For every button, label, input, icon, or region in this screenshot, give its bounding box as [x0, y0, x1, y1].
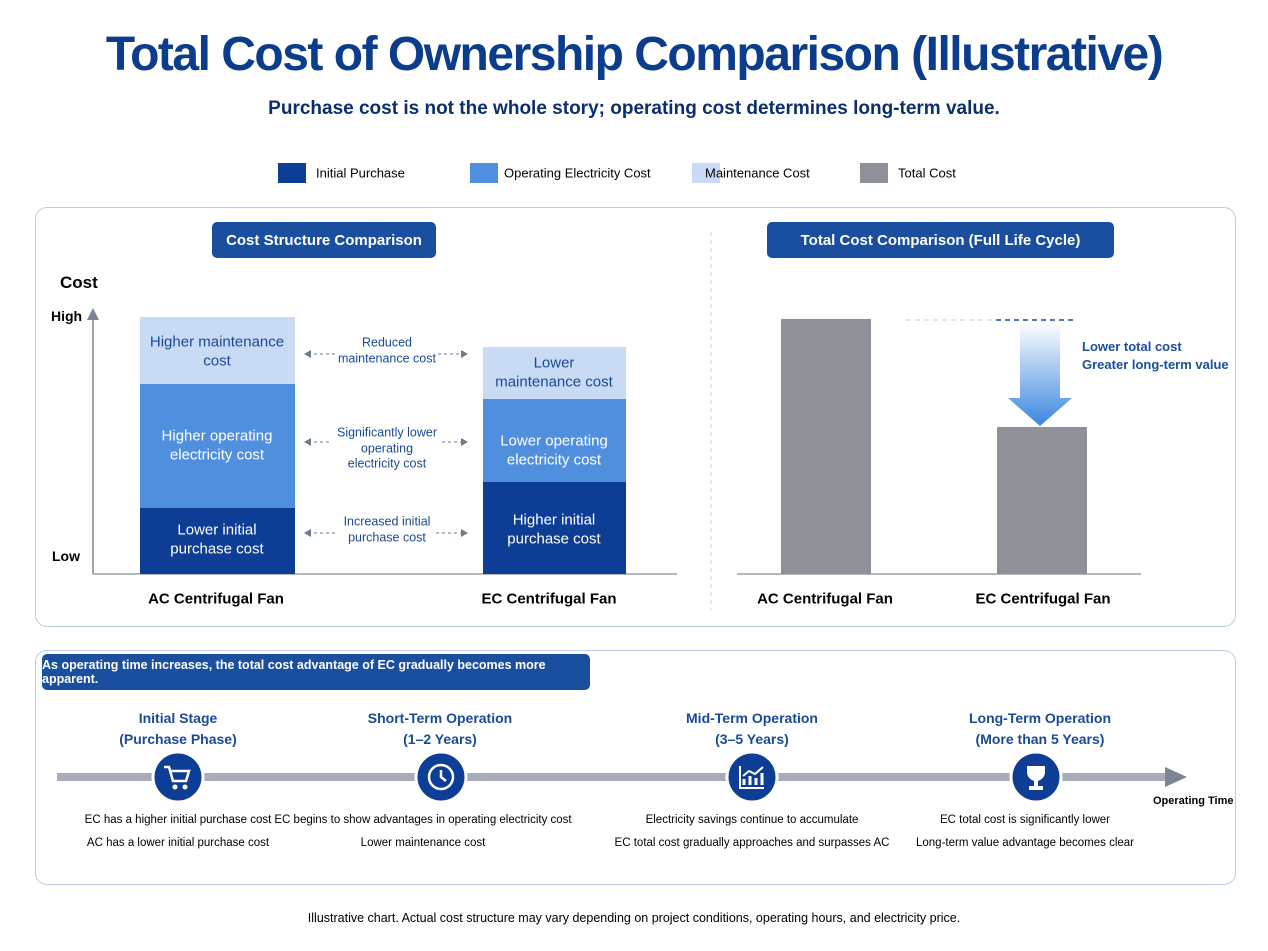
line: Long-term value advantage becomes clear	[916, 837, 1134, 849]
y-axis-arrow	[87, 308, 99, 320]
category-label: EC Centrifugal Fan	[975, 590, 1111, 608]
segment-label: Higher maintenance cost	[150, 333, 284, 371]
line: cost	[203, 352, 231, 369]
line: electricity cost	[169, 446, 265, 463]
line: Electricity savings continue to accumula…	[645, 814, 859, 826]
line: Lower total cost	[1082, 338, 1182, 354]
line: Short-Term Operation	[367, 710, 513, 726]
line: AC has a lower initial purchase cost	[86, 837, 270, 849]
line: EC begins to show advantages in operatin…	[274, 814, 572, 826]
line: maintenance cost	[338, 351, 436, 365]
line: purchase cost	[348, 530, 426, 544]
legend-label: Total Cost	[898, 165, 956, 181]
total-note: Lower total cost Greater long-term value	[1082, 338, 1229, 374]
line: Lower initial	[177, 521, 257, 539]
line: Mid-Term Operation	[686, 710, 818, 726]
line: EC has a higher initial purchase cost	[84, 814, 272, 826]
comparison: Reduced maintenance cost	[338, 335, 436, 366]
stage-icons	[151, 750, 1063, 804]
stage-note: EC has a higher initial purchase cost AC …	[85, 809, 272, 855]
stage-title: Initial Stage (Purchase Phase)	[119, 708, 237, 750]
line: Lower operating	[500, 432, 608, 450]
segment-label: Lower initial purchase cost	[170, 521, 263, 559]
line: maintenance cost	[495, 373, 613, 390]
y-label: Cost	[60, 273, 98, 292]
comparison: Increased initial purchase cost	[344, 514, 431, 545]
panel-title: Cost Structure Comparison	[212, 222, 436, 258]
line: Initial Stage	[138, 710, 218, 726]
timeline-arrow	[1165, 767, 1187, 787]
ec-purchase	[483, 482, 626, 574]
line: Higher initial	[512, 511, 596, 529]
legend-label: Operating Electricity Cost	[504, 165, 651, 181]
axis-label: Operating Time	[1153, 795, 1234, 807]
line: electricity cost	[347, 456, 427, 471]
line: Lower	[533, 354, 575, 372]
timeline-panel	[35, 650, 1236, 885]
category-label: AC Centrifugal Fan	[148, 590, 284, 608]
ac-operating	[140, 384, 295, 508]
line: Increased initial	[343, 514, 431, 529]
line: Long-Term Operation	[968, 710, 1112, 726]
legend-label: Initial Purchase	[316, 165, 405, 181]
line: operating	[360, 441, 414, 456]
line: purchase cost	[170, 540, 264, 557]
category-label: EC Centrifugal Fan	[481, 590, 617, 608]
y-low: Low	[52, 548, 80, 564]
comparison: Significantly lower operating electricity …	[337, 426, 437, 473]
footnote: Illustrative chart. Actual cost structur…	[307, 911, 961, 926]
line: electricity cost	[506, 451, 602, 468]
ac-total-bar	[781, 319, 871, 574]
stage-title: Long-Term Operation (More than 5 Years)	[969, 708, 1111, 750]
compare-arrows	[308, 353, 464, 534]
ac-purchase	[140, 508, 295, 574]
stage-note: EC begins to show advantages in operatin…	[274, 809, 571, 855]
chart-panel	[35, 207, 1236, 627]
category-label: AC Centrifugal Fan	[757, 590, 893, 608]
subtitle: Purchase cost is not the whole story; op…	[268, 98, 1000, 120]
line: Reduced	[361, 335, 413, 350]
legend-swatch	[470, 163, 498, 183]
line: purchase cost	[507, 530, 601, 547]
line: EC total cost is significantly lower	[939, 814, 1110, 826]
legend-swatch	[860, 163, 888, 183]
segment-label: Higher operating electricity cost	[162, 427, 273, 465]
title: Total Cost of Ownership Comparison (Illu…	[105, 28, 1164, 81]
ec-total-bar	[997, 427, 1087, 574]
line: (Purchase Phase)	[119, 731, 237, 747]
stage-title: Short-Term Operation (1–2 Years)	[368, 708, 512, 750]
timeline-bar	[57, 773, 1172, 781]
segment-label: Higher initial purchase cost	[507, 511, 600, 549]
line: Lower maintenance cost	[360, 837, 486, 849]
timeline-banner: As operating time increases, the total c…	[42, 654, 590, 690]
stage-title: Mid-Term Operation (3–5 Years)	[686, 708, 818, 750]
ec-operating	[483, 399, 626, 482]
line: Greater long-term value	[1082, 357, 1229, 372]
line: Higher operating	[161, 427, 273, 445]
line: (1–2 Years)	[403, 731, 477, 747]
line: (3–5 Years)	[715, 731, 789, 747]
line: Significantly lower	[336, 425, 438, 440]
stage-note: EC total cost is significantly lower Long…	[916, 809, 1134, 855]
arrow-heads	[304, 350, 468, 537]
ec-maintenance	[483, 347, 626, 399]
reduction-arrow	[1008, 322, 1072, 426]
segment-label: Lower operating electricity cost	[500, 432, 608, 470]
legend-swatch	[278, 163, 306, 183]
y-high: High	[51, 308, 83, 324]
line: EC total cost gradually approaches and s…	[614, 837, 890, 849]
legend-text: Maintenance Cost	[705, 165, 810, 181]
line: (More than 5 Years)	[975, 731, 1105, 747]
segment-label: Lower maintenance cost	[495, 354, 613, 392]
stage-note: Electricity savings continue to accumula…	[615, 809, 890, 855]
legend-swatch	[692, 163, 720, 183]
line: Higher maintenance	[149, 333, 285, 351]
ac-maintenance	[140, 317, 295, 384]
panel-title: Total Cost Comparison (Full Life Cycle)	[767, 222, 1114, 258]
legend-label: Maintenance Cost	[705, 166, 810, 181]
